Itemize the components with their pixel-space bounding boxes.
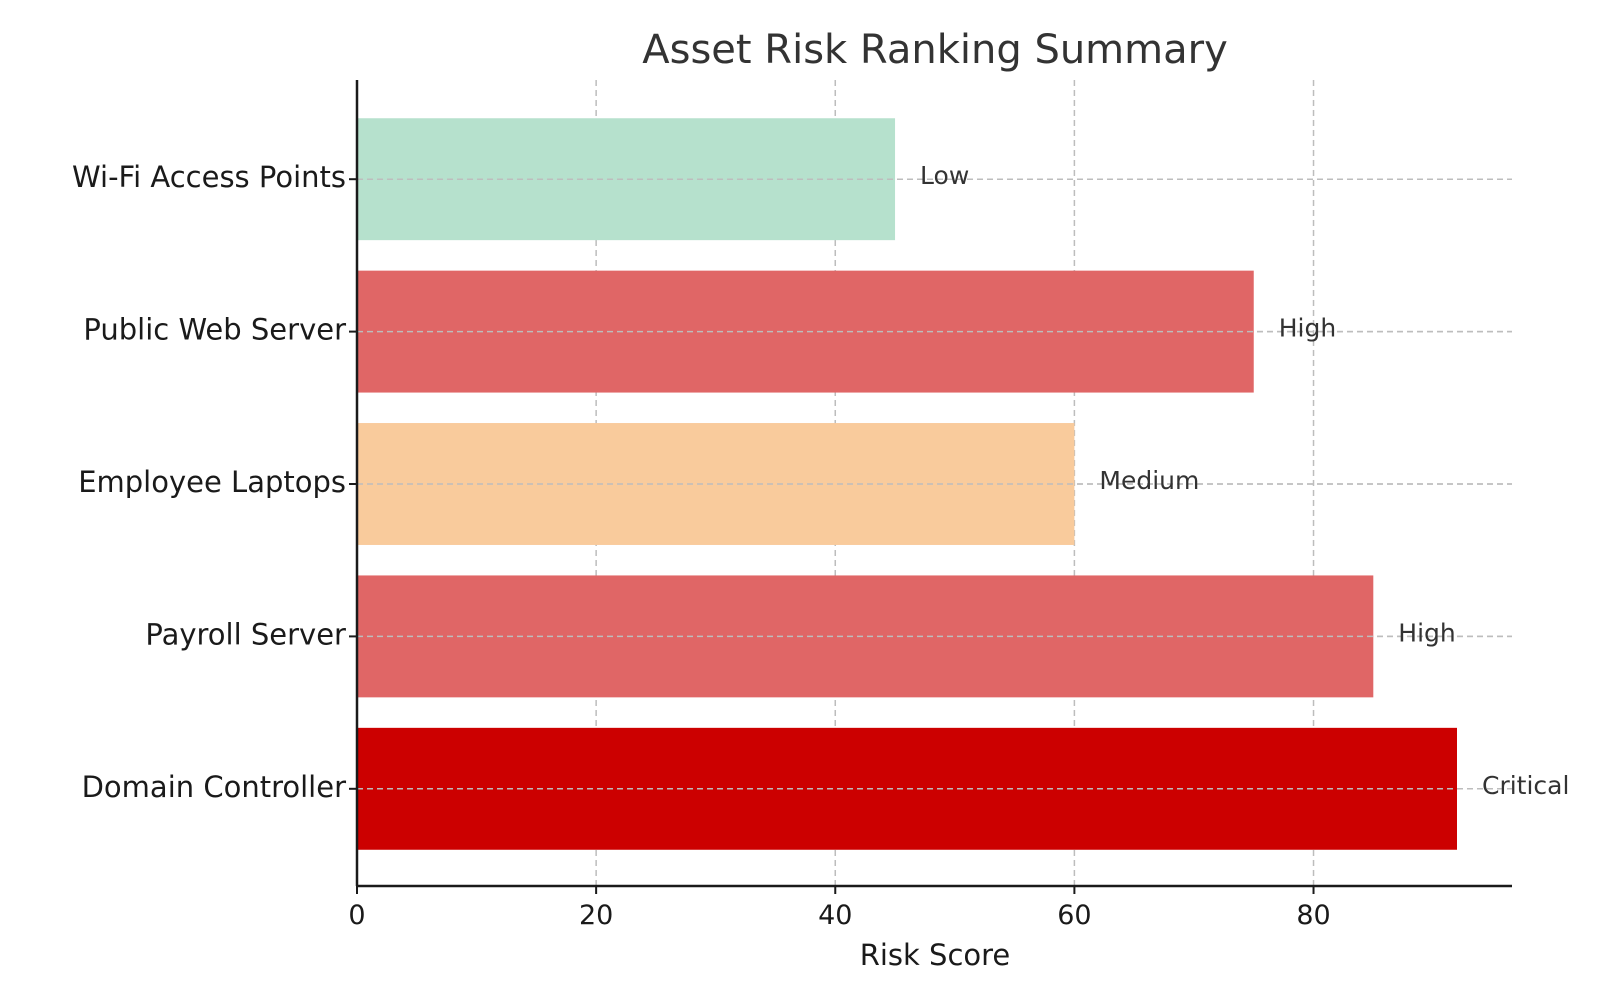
x-axis-title: Risk Score bbox=[860, 938, 1011, 972]
category-label: Domain Controller bbox=[82, 770, 346, 804]
risk-level-label: Low bbox=[920, 161, 969, 190]
risk-level-label: Critical bbox=[1482, 771, 1569, 800]
x-tick-label: 40 bbox=[818, 900, 852, 931]
risk-level-label: High bbox=[1279, 314, 1336, 343]
x-tick-label: 20 bbox=[579, 900, 613, 931]
risk-level-label: Medium bbox=[1099, 466, 1199, 495]
bar-layer bbox=[357, 118, 1512, 850]
risk-level-label: High bbox=[1398, 618, 1455, 647]
bar bbox=[357, 423, 1075, 545]
x-tick-label: 80 bbox=[1296, 900, 1330, 931]
category-label: Wi-Fi Access Points bbox=[72, 160, 346, 194]
x-tick-label: 60 bbox=[1057, 900, 1091, 931]
bar-label-layer: Critical High Medium High Low bbox=[920, 161, 1569, 800]
axis-layer: 0 20 40 60 80 Domain Controller Payroll Server… bbox=[72, 80, 1512, 931]
x-tick-label: 0 bbox=[348, 900, 365, 931]
category-label: Employee Laptops bbox=[78, 465, 346, 499]
category-label: Payroll Server bbox=[145, 617, 346, 651]
bar bbox=[357, 118, 896, 241]
bar bbox=[357, 270, 1254, 393]
bar bbox=[357, 575, 1374, 698]
chart-title: Asset Risk Ranking Summary bbox=[642, 27, 1228, 73]
category-label: Public Web Server bbox=[83, 313, 346, 347]
